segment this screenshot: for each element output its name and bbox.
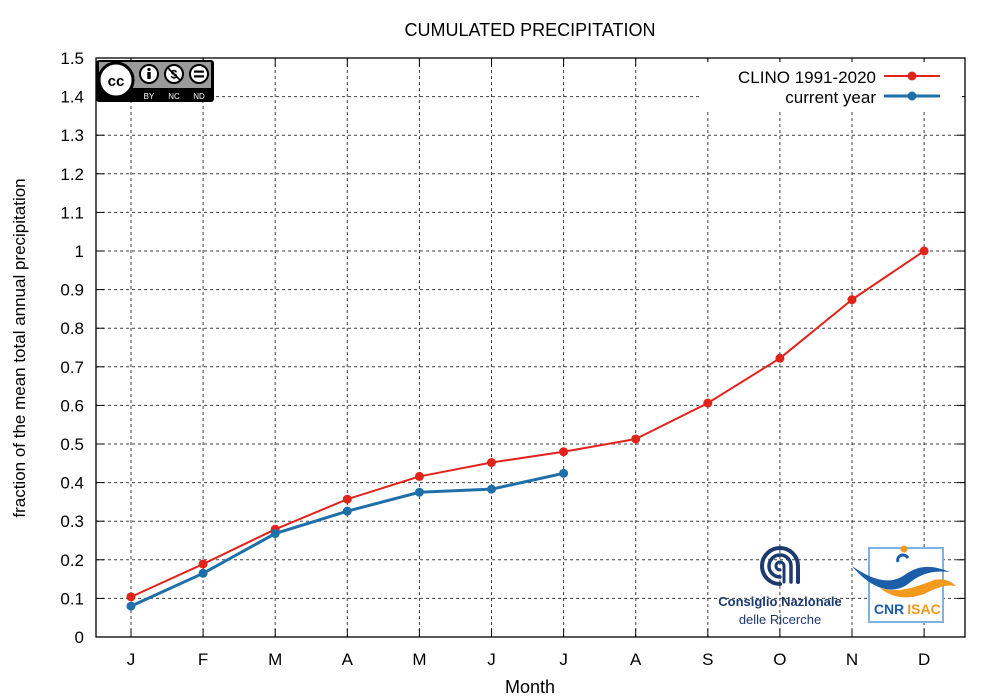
legend-label-current-year: current year xyxy=(785,88,876,107)
y-tick-label: 0.3 xyxy=(60,512,84,531)
y-tick-label: 0.6 xyxy=(60,396,84,415)
clino-series-point xyxy=(198,559,208,569)
y-tick-label: 1 xyxy=(75,242,84,261)
cc-badge-label-nd: ND xyxy=(193,92,205,101)
svg-text:cc: cc xyxy=(108,73,125,90)
plot-frame xyxy=(95,57,966,638)
no-derivatives-icon xyxy=(189,64,209,84)
legend-marker-current-year xyxy=(907,91,917,101)
legend-label-clino: CLINO 1991-2020 xyxy=(738,68,876,87)
x-tick-label: M xyxy=(268,650,282,669)
y-tick-label: 1.2 xyxy=(60,165,84,184)
cc-badge-label-by: BY xyxy=(144,92,155,101)
creative-commons-icon: cc xyxy=(97,61,135,99)
current-year-series-point xyxy=(198,568,208,578)
axis-layer: 0 0.1 0.2 0.3 0.4 0.5 0.6 0.7 0.8 0.9 1 1.1 1.2 1.3 1.… xyxy=(60,49,966,669)
y-tick-label: 0.2 xyxy=(60,551,84,570)
y-tick-label: 0 xyxy=(75,628,84,647)
x-tick-label: F xyxy=(198,650,208,669)
chart-title: CUMULATED PRECIPITATION xyxy=(404,20,655,40)
series-layer xyxy=(126,246,929,611)
clino-series-point xyxy=(847,295,857,305)
cc-badge-label-nc: NC xyxy=(168,92,180,101)
clino-series-point xyxy=(703,398,713,408)
clino-series-point xyxy=(919,246,929,256)
cnr-logo: Consiglio Nazionale delle Ricerche xyxy=(718,546,842,627)
x-tick-label: D xyxy=(918,650,930,669)
cc-license-badge: cc $ BY NC ND xyxy=(96,60,214,102)
y-tick-label: 1.4 xyxy=(60,88,84,107)
y-tick-label: 1.5 xyxy=(60,49,84,68)
x-tick-label: A xyxy=(342,650,354,669)
current-year-series-point xyxy=(126,601,136,611)
non-commercial-icon: $ xyxy=(164,64,184,84)
clino-series-point xyxy=(631,434,641,444)
y-axis-label: fraction of the mean total annual precip… xyxy=(10,178,29,517)
x-tick-label: S xyxy=(702,650,713,669)
grid-layer xyxy=(96,58,965,637)
x-tick-label: M xyxy=(412,650,426,669)
x-tick-label: J xyxy=(487,650,496,669)
cnr-isac-logo: CNR ISAC xyxy=(852,545,956,623)
y-tick-label: 0.9 xyxy=(60,281,84,300)
current-year-series-point xyxy=(487,484,496,494)
cnr-name-line1: Consiglio Nazionale xyxy=(718,594,842,609)
current-year-series-point xyxy=(559,468,569,478)
legend-background xyxy=(700,62,962,110)
isac-word-isac: ISAC xyxy=(907,601,940,617)
legend-marker-clino xyxy=(907,71,917,81)
clino-series-point xyxy=(775,353,785,363)
clino-series-point xyxy=(414,471,424,481)
y-tick-label: 1.3 xyxy=(60,126,84,145)
x-tick-label: A xyxy=(630,650,642,669)
y-tick-label: 0.7 xyxy=(60,358,84,377)
y-tick-label: 0.1 xyxy=(60,589,84,608)
clino-series-point xyxy=(126,592,136,602)
clino-series-point xyxy=(342,494,352,504)
cnr-name-line2: delle Ricerche xyxy=(739,612,821,627)
clino-series-point xyxy=(559,447,569,457)
y-tick-label: 0.4 xyxy=(60,474,84,493)
attribution-icon xyxy=(139,64,159,84)
x-tick-label: O xyxy=(773,650,786,669)
y-tick-label: 0.8 xyxy=(60,319,84,338)
y-tick-label: 1.1 xyxy=(60,203,84,222)
isac-wave-icon xyxy=(852,545,956,598)
current-year-series-point xyxy=(270,529,280,539)
clino-series-line xyxy=(130,250,925,598)
x-axis-label: Month xyxy=(505,677,555,697)
isac-word-cnr: CNR xyxy=(874,601,904,617)
x-tick-label: N xyxy=(846,650,858,669)
x-tick-label: J xyxy=(127,650,136,669)
legend: CLINO 1991-2020 current year xyxy=(700,62,962,110)
cnr-emblem-icon xyxy=(760,546,800,586)
x-tick-label: J xyxy=(559,650,568,669)
clino-series-point xyxy=(487,458,496,468)
y-tick-label: 0.5 xyxy=(60,435,84,454)
current-year-series-point xyxy=(414,487,424,497)
current-year-series-point xyxy=(342,506,352,516)
